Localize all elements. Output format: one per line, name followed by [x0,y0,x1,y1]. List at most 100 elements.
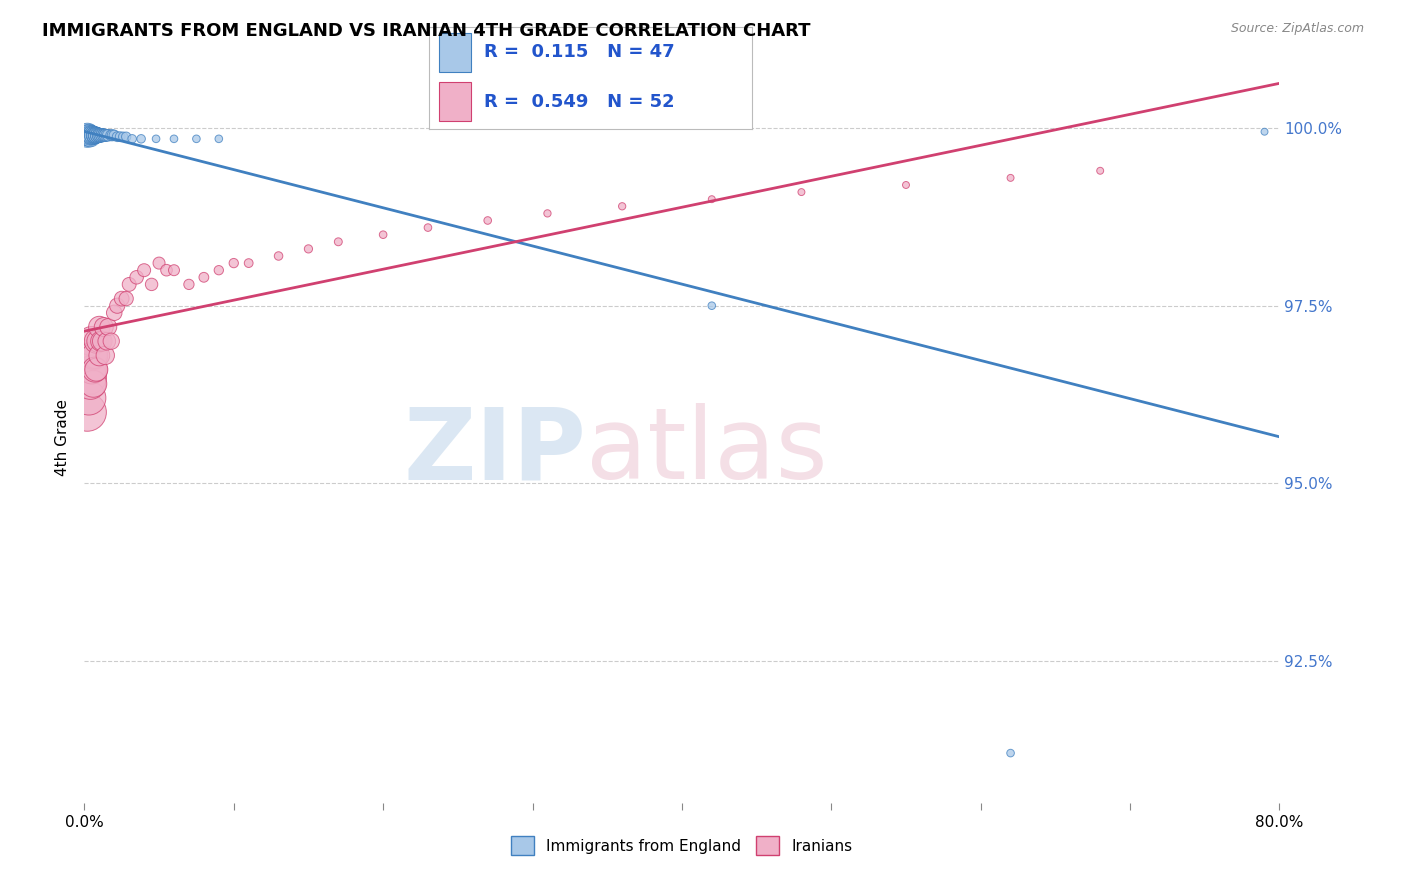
Text: atlas: atlas [586,403,828,500]
Point [94,128,117,143]
Point [1090,163,1112,178]
Point [700,192,723,206]
Point [83,128,105,143]
Point [208,263,231,277]
Point [222,256,245,270]
Point [118,277,141,292]
Point [111,292,134,306]
Point [76,128,98,143]
Point [238,256,260,270]
Point [148,256,170,270]
Point [894,178,917,192]
Point [94,128,117,143]
Point [80,334,103,349]
Point [96,128,118,143]
Point [121,132,143,146]
Point [145,132,167,146]
Point [100,334,122,349]
Point [163,263,186,277]
Point [103,306,125,320]
Point [89,128,111,143]
Point [77,391,100,405]
Point [93,320,115,334]
Point [79,129,101,144]
Text: R =  0.115   N = 47: R = 0.115 N = 47 [484,44,675,62]
Bar [439,82,471,121]
Point [790,185,813,199]
Point [612,199,634,213]
Point [87,128,110,143]
Point [477,213,499,227]
Point [1253,125,1275,139]
Point [83,128,105,143]
Point [110,129,132,144]
Point [79,376,101,391]
Point [76,405,98,419]
Point [82,128,104,143]
Point [86,362,108,376]
Point [89,128,111,143]
Point [86,128,108,143]
Point [373,227,395,242]
Text: R =  0.549   N = 52: R = 0.549 N = 52 [484,93,675,111]
Y-axis label: 4th Grade: 4th Grade [55,399,70,475]
Point [87,128,110,143]
Point [83,128,105,143]
Point [115,292,138,306]
Point [83,362,105,376]
Point [86,128,108,143]
Point [86,128,108,143]
Point [80,128,103,143]
Point [101,128,124,143]
Legend: Immigrants from England, Iranians: Immigrants from England, Iranians [505,830,859,861]
Point [80,362,103,376]
Point [186,132,208,146]
Point [77,128,100,143]
Point [82,128,104,143]
Point [155,263,177,277]
Point [90,128,112,143]
Point [77,369,100,384]
Point [89,320,111,334]
Point [177,277,200,292]
Point [89,348,111,362]
Point [132,263,156,277]
Point [97,128,120,143]
Point [115,129,138,144]
Point [77,128,100,143]
Point [129,132,152,146]
Point [89,128,111,143]
Point [536,206,558,220]
Point [267,249,290,263]
Point [90,128,112,143]
Point [193,270,215,285]
Bar [439,33,471,72]
Point [79,348,101,362]
Point [91,128,114,143]
Point [91,334,114,349]
Point [1000,746,1022,760]
Point [208,132,231,146]
Point [93,128,115,143]
Point [87,128,110,143]
Point [83,348,105,362]
Text: IMMIGRANTS FROM ENGLAND VS IRANIAN 4TH GRADE CORRELATION CHART: IMMIGRANTS FROM ENGLAND VS IRANIAN 4TH G… [42,22,811,40]
Point [700,299,723,313]
Point [125,270,148,285]
Point [86,334,108,349]
Point [79,128,101,143]
Point [112,129,135,144]
Point [90,334,112,349]
Point [103,128,125,143]
Point [93,128,115,143]
Point [82,348,104,362]
Point [416,220,439,235]
Point [96,334,118,349]
Point [91,128,114,143]
Point [94,348,117,362]
Point [97,320,120,334]
Point [1000,170,1022,185]
Point [105,129,128,144]
Text: Source: ZipAtlas.com: Source: ZipAtlas.com [1230,22,1364,36]
Point [297,242,319,256]
